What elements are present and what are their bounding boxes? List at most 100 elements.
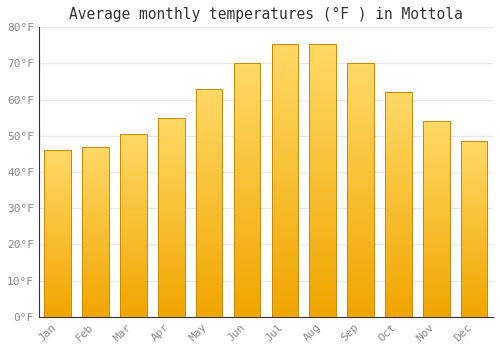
- Bar: [82, 215, 109, 216]
- Bar: [158, 275, 184, 277]
- Bar: [461, 227, 487, 229]
- Bar: [158, 271, 184, 273]
- Bar: [234, 190, 260, 193]
- Bar: [234, 170, 260, 173]
- Bar: [310, 248, 336, 251]
- Bar: [82, 155, 109, 157]
- Bar: [272, 248, 298, 251]
- Bar: [461, 190, 487, 192]
- Bar: [196, 189, 222, 191]
- Bar: [385, 117, 411, 119]
- Bar: [348, 165, 374, 167]
- Bar: [272, 270, 298, 273]
- Bar: [310, 117, 336, 120]
- Bar: [423, 250, 450, 252]
- Bar: [272, 76, 298, 79]
- Bar: [120, 286, 146, 288]
- Bar: [234, 173, 260, 175]
- Bar: [310, 120, 336, 123]
- Bar: [120, 258, 146, 260]
- Bar: [461, 224, 487, 225]
- Bar: [348, 84, 374, 86]
- Bar: [423, 219, 450, 221]
- Bar: [120, 207, 146, 209]
- Bar: [120, 185, 146, 187]
- Bar: [234, 259, 260, 261]
- Bar: [234, 246, 260, 248]
- Bar: [272, 221, 298, 224]
- Bar: [44, 310, 71, 312]
- Bar: [348, 302, 374, 304]
- Bar: [310, 298, 336, 300]
- Bar: [423, 176, 450, 178]
- Bar: [423, 254, 450, 256]
- Bar: [310, 161, 336, 164]
- Bar: [423, 256, 450, 258]
- Bar: [82, 233, 109, 235]
- Bar: [385, 151, 411, 153]
- Bar: [44, 224, 71, 225]
- Bar: [196, 299, 222, 301]
- Bar: [196, 312, 222, 315]
- Bar: [120, 249, 146, 251]
- Bar: [120, 293, 146, 295]
- Bar: [461, 240, 487, 242]
- Bar: [196, 219, 222, 221]
- Bar: [310, 309, 336, 312]
- Bar: [310, 221, 336, 224]
- Bar: [44, 265, 71, 267]
- Bar: [196, 241, 222, 244]
- Bar: [348, 140, 374, 142]
- Bar: [234, 203, 260, 205]
- Bar: [272, 262, 298, 265]
- Bar: [120, 255, 146, 257]
- Bar: [158, 309, 184, 311]
- Bar: [461, 303, 487, 304]
- Bar: [158, 285, 184, 287]
- Bar: [461, 280, 487, 282]
- Bar: [272, 98, 298, 101]
- Bar: [385, 140, 411, 142]
- Bar: [310, 312, 336, 314]
- Bar: [234, 147, 260, 149]
- Bar: [196, 239, 222, 241]
- Bar: [385, 121, 411, 124]
- Bar: [272, 287, 298, 289]
- Bar: [310, 240, 336, 243]
- Bar: [82, 308, 109, 310]
- Bar: [82, 305, 109, 307]
- Bar: [461, 143, 487, 145]
- Bar: [158, 118, 184, 317]
- Bar: [461, 208, 487, 210]
- Bar: [385, 92, 411, 95]
- Bar: [44, 245, 71, 247]
- Bar: [120, 149, 146, 150]
- Bar: [196, 100, 222, 103]
- Bar: [385, 144, 411, 146]
- Bar: [158, 277, 184, 279]
- Bar: [196, 187, 222, 189]
- Bar: [158, 269, 184, 271]
- Bar: [196, 114, 222, 116]
- Bar: [82, 194, 109, 196]
- Bar: [44, 270, 71, 272]
- Bar: [423, 315, 450, 317]
- Bar: [423, 284, 450, 286]
- Bar: [461, 271, 487, 273]
- Bar: [82, 169, 109, 170]
- Bar: [196, 303, 222, 306]
- Bar: [196, 130, 222, 132]
- Bar: [385, 290, 411, 292]
- Bar: [234, 304, 260, 307]
- Bar: [120, 266, 146, 267]
- Bar: [461, 284, 487, 285]
- Bar: [234, 127, 260, 130]
- Bar: [423, 211, 450, 213]
- Bar: [423, 198, 450, 199]
- Bar: [310, 128, 336, 131]
- Bar: [348, 89, 374, 91]
- Bar: [120, 309, 146, 311]
- Bar: [196, 146, 222, 148]
- Bar: [82, 242, 109, 244]
- Bar: [44, 250, 71, 252]
